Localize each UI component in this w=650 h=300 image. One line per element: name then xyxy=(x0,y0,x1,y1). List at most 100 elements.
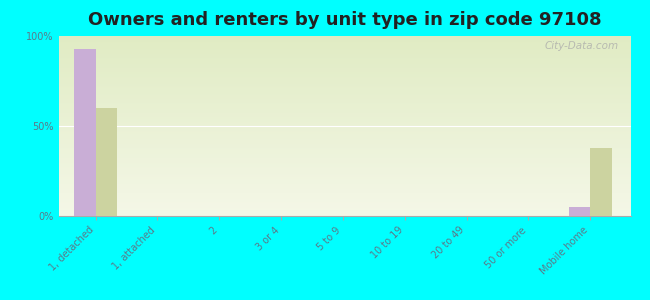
Bar xyxy=(58,140,630,141)
Bar xyxy=(58,54,630,55)
Bar xyxy=(58,153,630,154)
Bar xyxy=(58,118,630,119)
Bar xyxy=(58,139,630,140)
Bar xyxy=(58,93,630,94)
Bar xyxy=(58,110,630,111)
Bar xyxy=(58,64,630,65)
Bar xyxy=(58,83,630,84)
Bar xyxy=(58,121,630,122)
Bar xyxy=(58,127,630,128)
Bar xyxy=(58,208,630,209)
Bar xyxy=(58,167,630,168)
Bar xyxy=(58,105,630,106)
Bar xyxy=(58,86,630,87)
Bar xyxy=(58,210,630,211)
Bar xyxy=(58,181,630,182)
Bar xyxy=(58,103,630,104)
Bar xyxy=(58,172,630,173)
Bar xyxy=(58,38,630,39)
Bar xyxy=(58,146,630,147)
Bar xyxy=(58,111,630,112)
Bar xyxy=(58,194,630,195)
Text: City-Data.com: City-Data.com xyxy=(545,41,619,51)
Bar xyxy=(58,130,630,131)
Bar xyxy=(58,50,630,51)
Bar xyxy=(58,56,630,57)
Bar xyxy=(58,164,630,165)
Bar xyxy=(58,160,630,161)
Bar xyxy=(58,44,630,45)
Bar xyxy=(58,168,630,169)
Bar xyxy=(58,158,630,159)
Bar xyxy=(58,144,630,145)
Bar xyxy=(58,157,630,158)
Bar xyxy=(58,211,630,212)
Bar xyxy=(58,147,630,148)
Bar xyxy=(58,78,630,79)
Bar xyxy=(58,45,630,46)
Bar xyxy=(58,159,630,160)
Bar xyxy=(58,68,630,69)
Bar xyxy=(58,136,630,137)
Bar xyxy=(58,202,630,203)
Bar xyxy=(58,206,630,207)
Bar xyxy=(74,49,96,216)
Bar xyxy=(58,55,630,56)
Bar xyxy=(58,179,630,180)
Bar xyxy=(58,142,630,143)
Bar xyxy=(58,65,630,66)
Bar xyxy=(58,132,630,133)
Bar xyxy=(58,133,630,134)
Bar xyxy=(58,80,630,81)
Bar xyxy=(58,143,630,144)
Bar xyxy=(58,128,630,129)
Bar xyxy=(58,176,630,177)
Bar xyxy=(58,99,630,100)
Bar xyxy=(58,81,630,82)
Bar xyxy=(58,186,630,187)
Bar xyxy=(58,203,630,204)
Bar xyxy=(58,200,630,201)
Bar xyxy=(58,85,630,86)
Bar xyxy=(58,169,630,170)
Bar xyxy=(58,175,630,176)
Bar xyxy=(58,156,630,157)
Title: Owners and renters by unit type in zip code 97108: Owners and renters by unit type in zip c… xyxy=(88,11,601,29)
Bar xyxy=(58,58,630,59)
Bar xyxy=(58,51,630,52)
Bar xyxy=(58,106,630,107)
Bar xyxy=(569,207,590,216)
Bar xyxy=(58,131,630,132)
Bar xyxy=(58,122,630,123)
Bar xyxy=(58,170,630,171)
Bar xyxy=(58,193,630,194)
Bar xyxy=(58,66,630,67)
Bar xyxy=(58,76,630,77)
Bar xyxy=(58,198,630,199)
Bar xyxy=(58,43,630,44)
Bar xyxy=(58,188,630,189)
Bar xyxy=(58,123,630,124)
Bar xyxy=(58,112,630,113)
Bar xyxy=(58,161,630,162)
Bar xyxy=(58,89,630,90)
Bar xyxy=(58,98,630,99)
Bar xyxy=(58,69,630,70)
Bar xyxy=(58,124,630,125)
Bar xyxy=(58,117,630,118)
Bar xyxy=(58,36,630,37)
Bar xyxy=(58,134,630,135)
Bar xyxy=(58,82,630,83)
Bar xyxy=(58,88,630,89)
Bar xyxy=(58,197,630,198)
Bar xyxy=(58,178,630,179)
Bar xyxy=(58,77,630,78)
Bar xyxy=(58,84,630,85)
Bar xyxy=(58,177,630,178)
Bar xyxy=(58,92,630,93)
Bar xyxy=(58,126,630,127)
Bar xyxy=(58,190,630,191)
Bar xyxy=(58,173,630,174)
Bar xyxy=(58,90,630,91)
Bar xyxy=(58,46,630,47)
